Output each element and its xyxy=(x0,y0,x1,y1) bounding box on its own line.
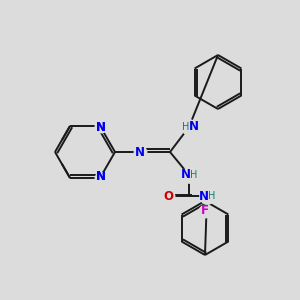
Text: H: H xyxy=(182,122,190,132)
Text: N: N xyxy=(96,170,106,184)
Text: F: F xyxy=(201,205,209,218)
Text: N: N xyxy=(96,121,106,134)
Text: N: N xyxy=(96,121,106,134)
Text: O: O xyxy=(163,190,173,202)
Text: N: N xyxy=(181,169,191,182)
Text: N: N xyxy=(199,190,209,202)
Text: H: H xyxy=(190,170,198,180)
Text: N: N xyxy=(135,146,145,158)
Text: N: N xyxy=(189,121,199,134)
Text: H: H xyxy=(208,191,216,201)
Text: N: N xyxy=(96,170,106,184)
